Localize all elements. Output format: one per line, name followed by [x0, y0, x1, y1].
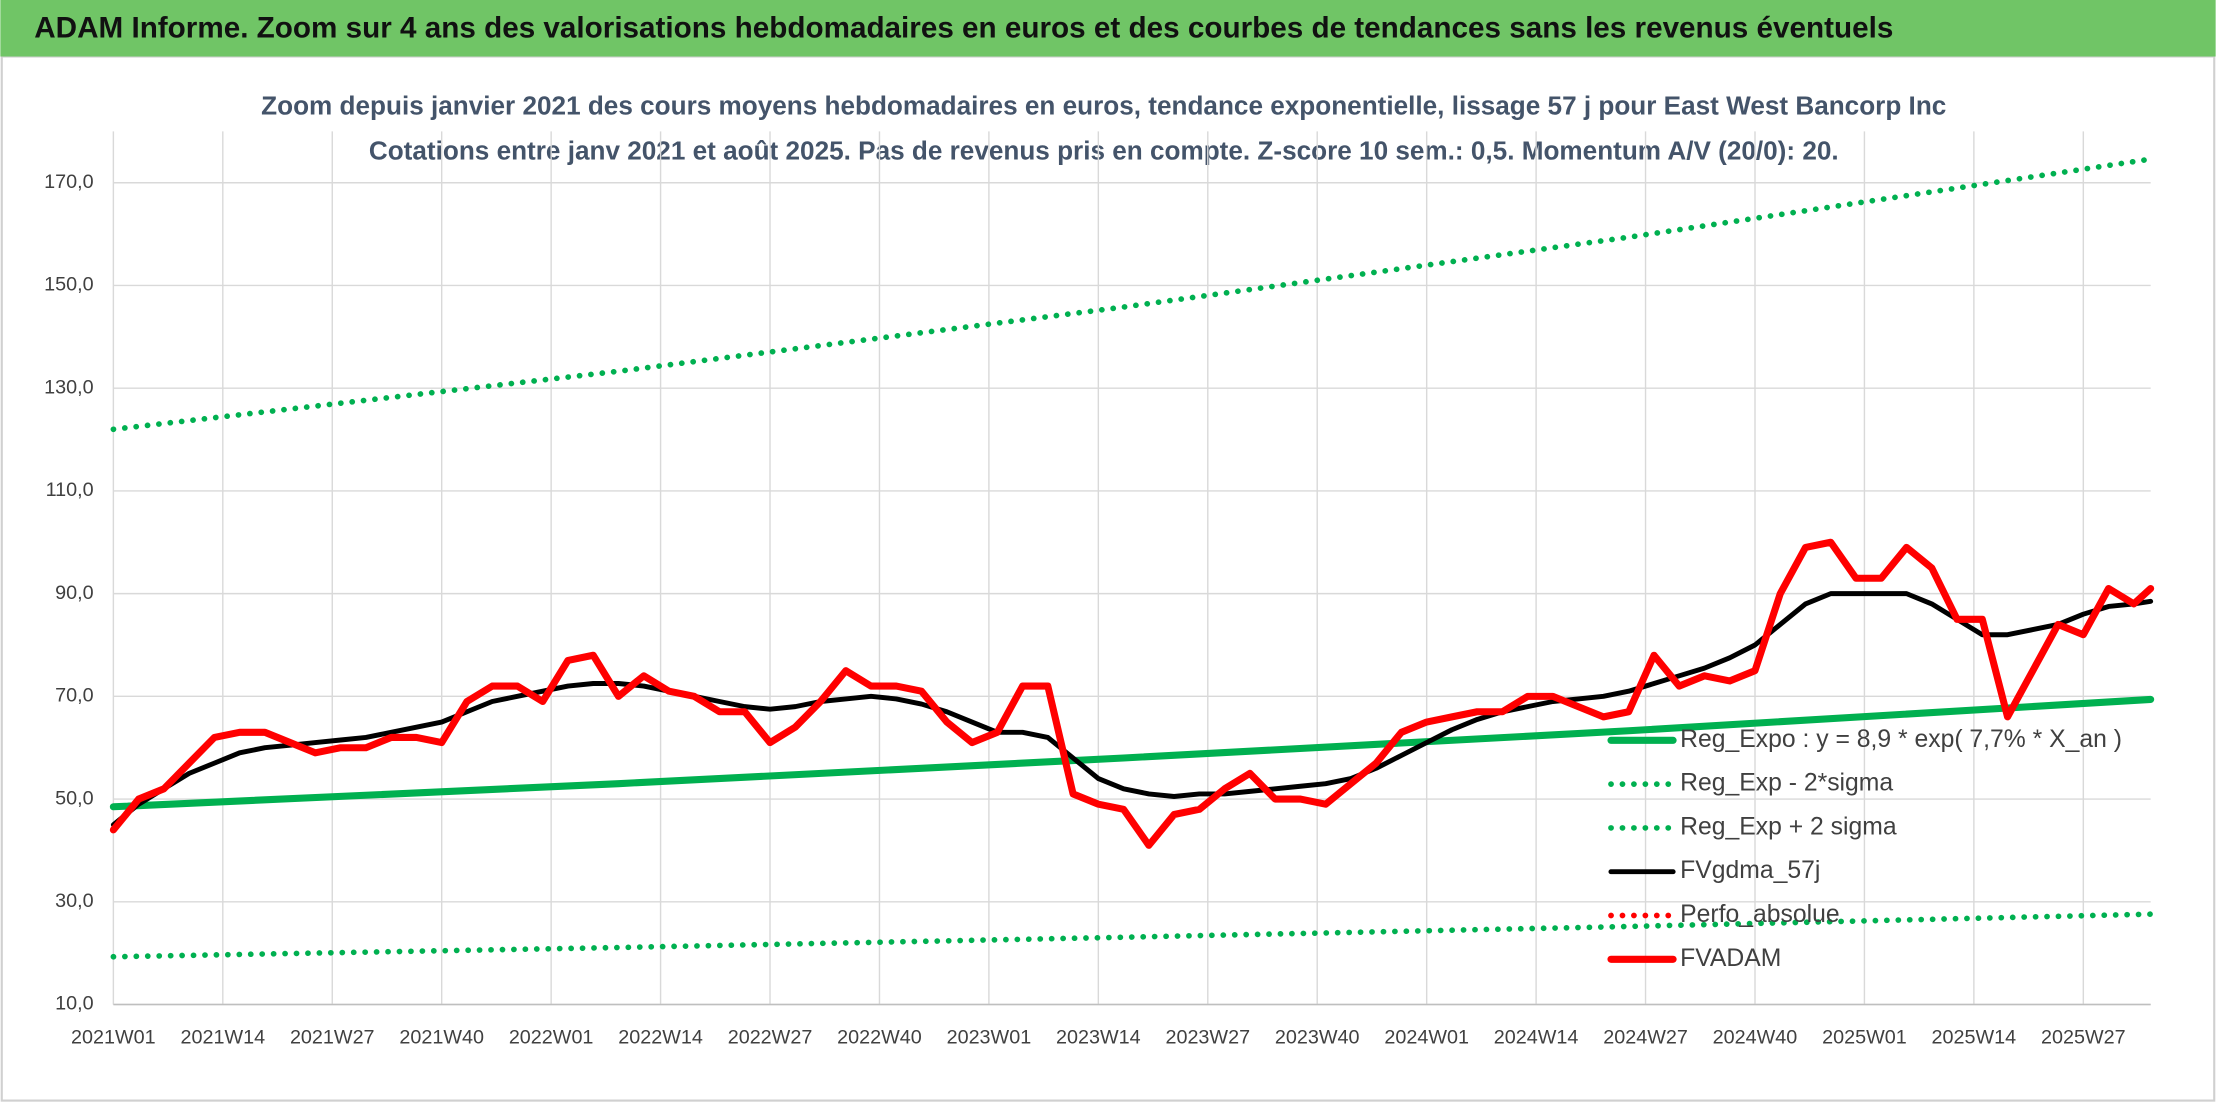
y-tick-label: 50,0	[55, 787, 93, 809]
x-tick-label: 2025W27	[2041, 1027, 2126, 1049]
y-tick-label: 110,0	[46, 479, 94, 501]
x-tick-label: 2022W14	[618, 1027, 703, 1049]
x-tick-label: 2024W01	[1384, 1027, 1469, 1049]
x-tick-label: 2025W14	[1932, 1027, 2017, 1049]
legend-label: Perfo_absolue	[1680, 901, 1839, 928]
x-tick-label: 2024W14	[1494, 1027, 1579, 1049]
x-tick-label: 2021W27	[290, 1027, 375, 1049]
y-tick-label: 170,0	[44, 171, 93, 193]
x-tick-label: 2022W27	[728, 1027, 813, 1049]
grid: 10,0 30,0 50,0 70,0 90,0 110,0 130,0 150,0 170,0…	[44, 131, 2151, 1049]
x-tick-label: 2023W27	[1165, 1027, 1250, 1049]
y-tick-label: 150,0	[44, 274, 93, 296]
series-line	[109, 695, 2155, 811]
x-tick-label: 2021W40	[399, 1027, 484, 1049]
header-title: ADAM Informe. Zoom sur 4 ans des valoris…	[34, 11, 1893, 44]
series-line	[110, 156, 2154, 433]
x-tick-label: 2022W01	[509, 1027, 594, 1049]
y-tick-label: 130,0	[44, 376, 93, 398]
x-tick-label: 2023W40	[1275, 1027, 1360, 1049]
y-tick-label: 90,0	[55, 582, 93, 604]
x-tick-label: 2021W01	[71, 1027, 156, 1049]
series-line	[109, 538, 2155, 849]
plot-area	[109, 156, 2155, 960]
legend-label: Reg_Exp + 2 sigma	[1680, 813, 1897, 840]
legend-label: FVgdma_57j	[1680, 857, 1820, 884]
y-tick-label: 10,0	[55, 993, 93, 1015]
x-tick-label: 2021W14	[181, 1027, 266, 1049]
x-tick-label: 2022W40	[837, 1027, 922, 1049]
y-tick-label: 70,0	[55, 685, 93, 707]
legend-label: Reg_Expo : y = 8,9 * exp( 7,7% * X_an )	[1680, 726, 2122, 753]
x-tick-label: 2024W40	[1713, 1027, 1798, 1049]
legend: Reg_Expo : y = 8,9 * exp( 7,7% * X_an ) R…	[1607, 726, 2122, 972]
y-tick-label: 30,0	[55, 890, 93, 912]
x-tick-label: 2024W27	[1603, 1027, 1688, 1049]
chart-subtitle: Cotations entre janv 2021 et août 2025. …	[369, 135, 1839, 165]
x-tick-label: 2023W01	[947, 1027, 1032, 1049]
legend-label: Reg_Exp - 2*sigma	[1680, 770, 1893, 797]
header-bar	[0, 0, 2216, 57]
legend-label: FVADAM	[1680, 945, 1781, 972]
chart-title: Zoom depuis janvier 2021 des cours moyen…	[261, 90, 1946, 120]
x-tick-label: 2025W01	[1822, 1027, 1907, 1049]
x-tick-label: 2023W14	[1056, 1027, 1141, 1049]
